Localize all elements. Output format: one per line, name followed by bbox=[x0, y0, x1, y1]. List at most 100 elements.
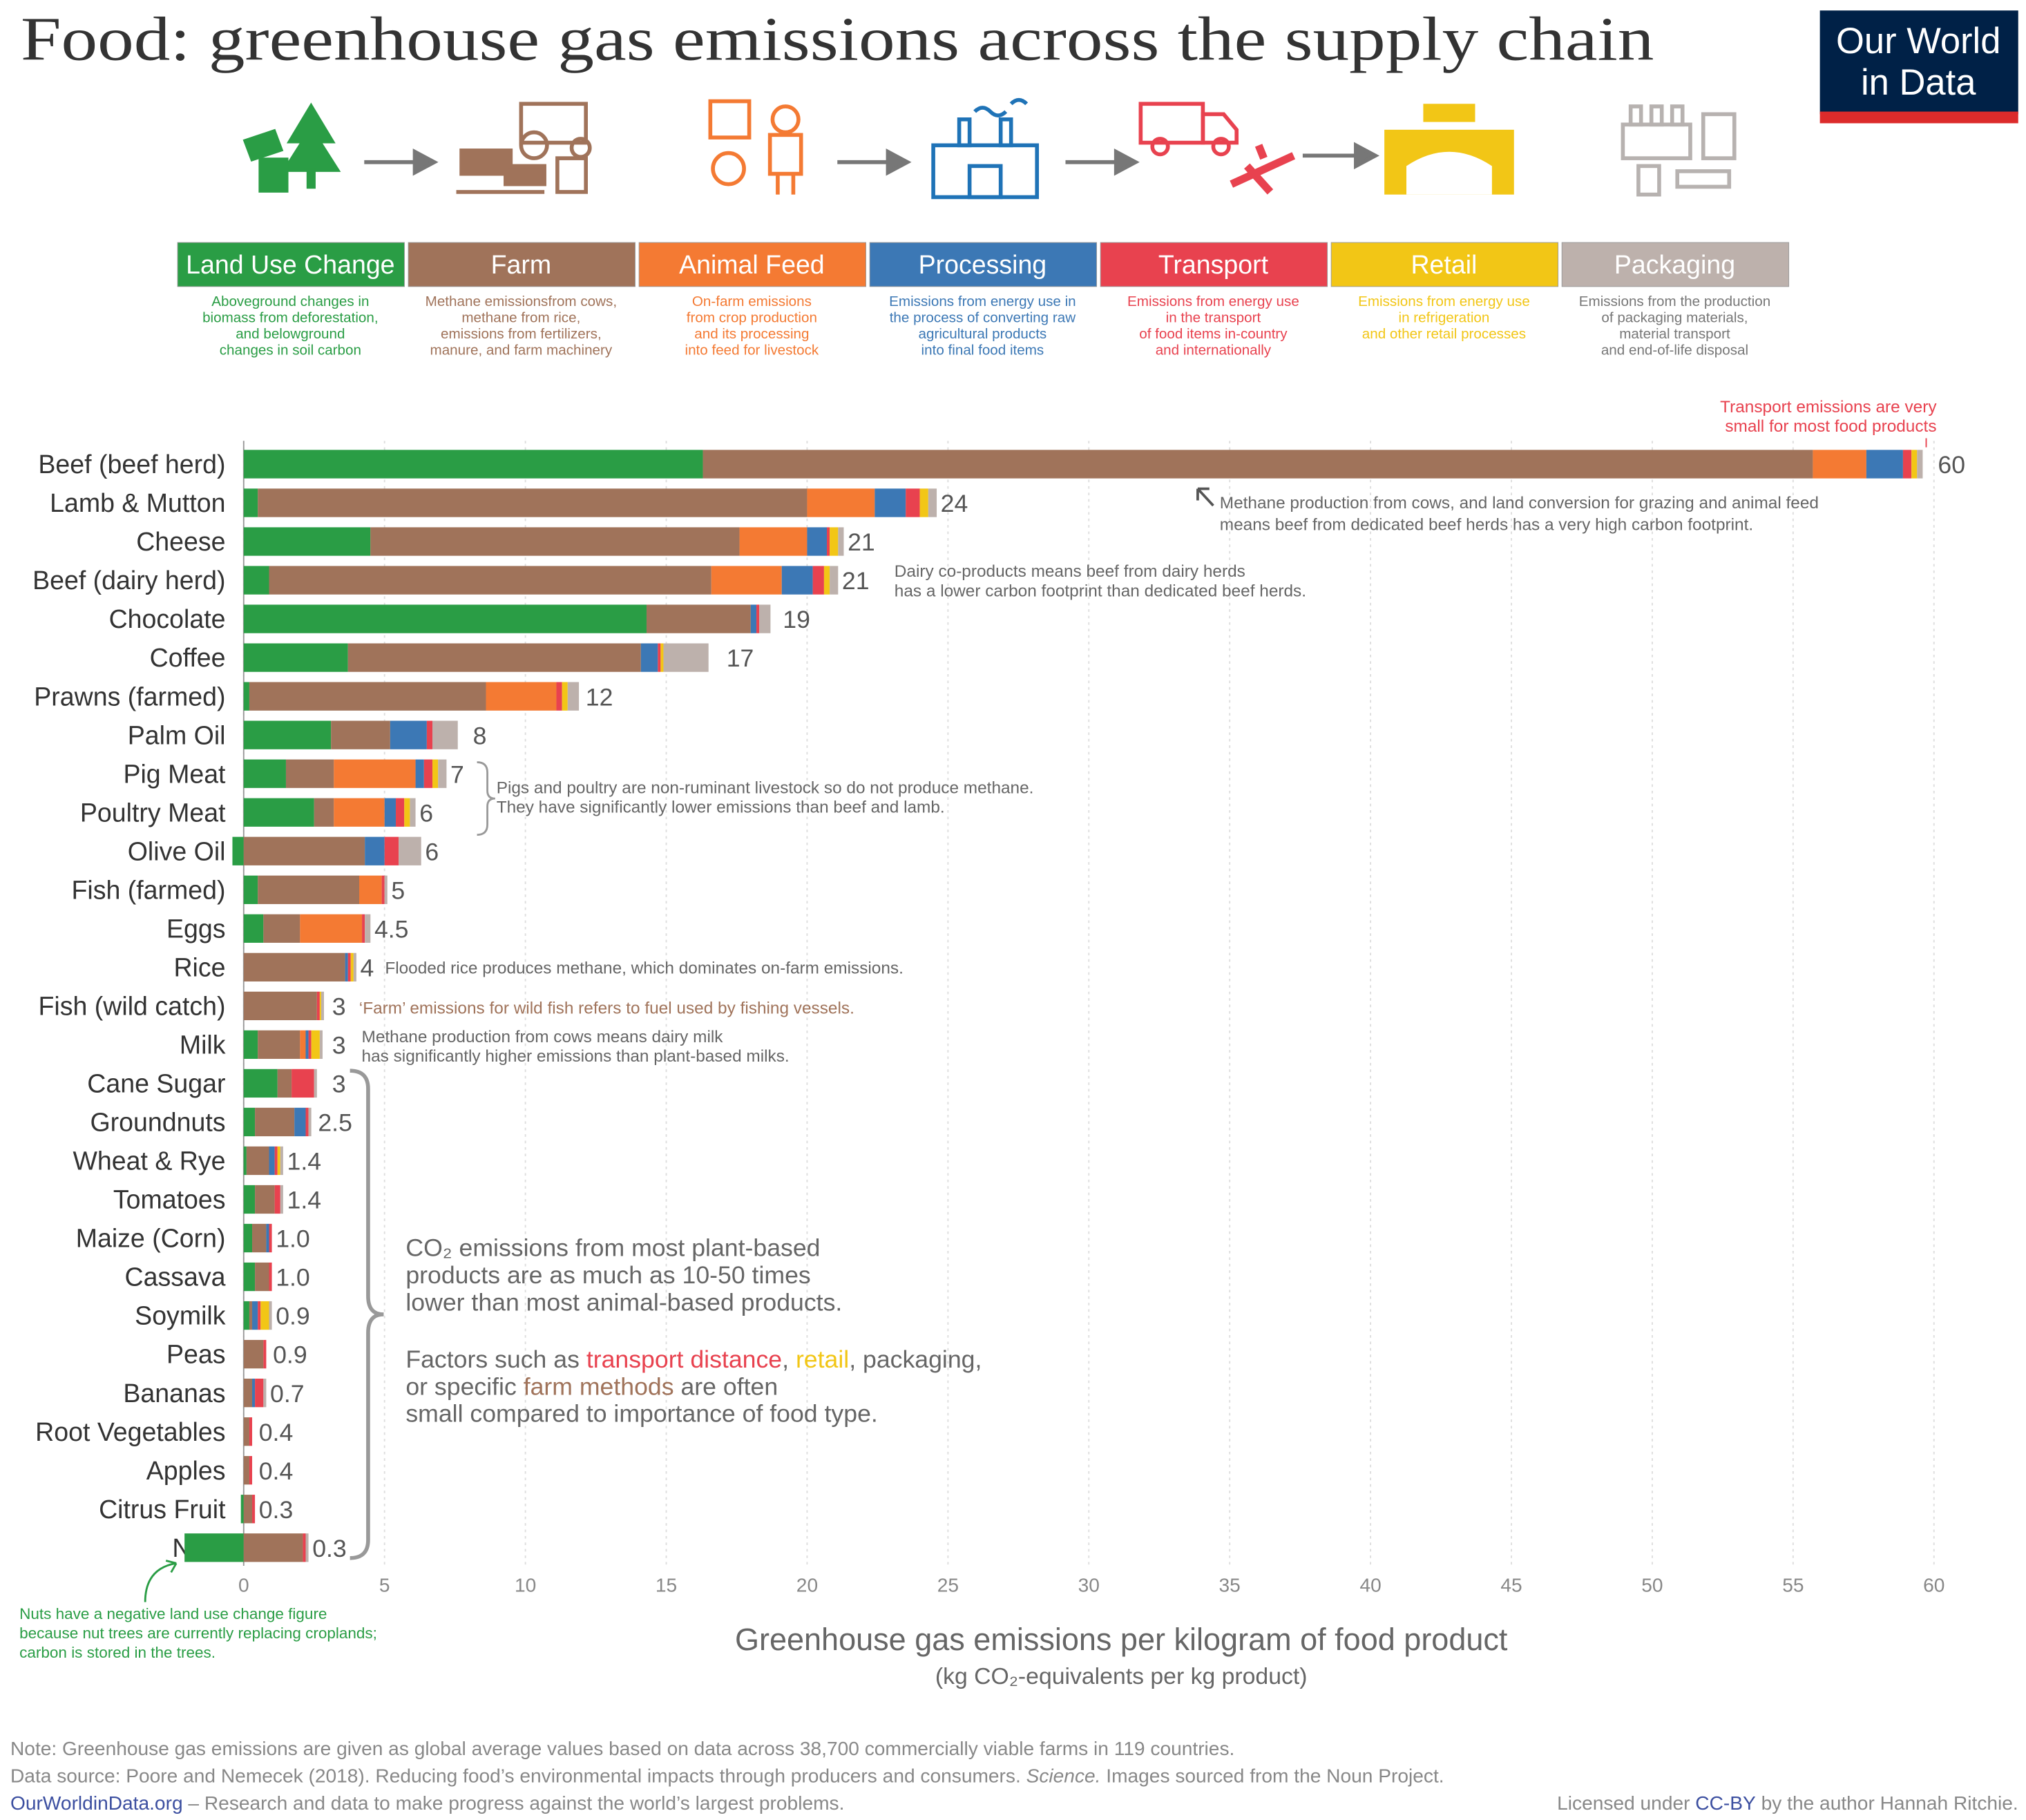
stage-box bbox=[1330, 242, 1559, 287]
stage-description: and other retail processes bbox=[1362, 326, 1526, 342]
bar-segment bbox=[826, 527, 830, 556]
annotation: ‘Farm’ emissions for wild fish refers to… bbox=[359, 999, 854, 1018]
bar-segment bbox=[830, 527, 839, 556]
bar-segment bbox=[243, 1030, 258, 1060]
y-tick-label: Eggs bbox=[166, 914, 226, 943]
bar-segment bbox=[285, 759, 334, 788]
bar-segment bbox=[243, 1107, 256, 1137]
bar-segment bbox=[243, 1378, 253, 1408]
bar-segment bbox=[243, 1223, 253, 1253]
stage-description: biomass from deforestation, bbox=[202, 309, 378, 325]
bar-segment bbox=[184, 1533, 244, 1562]
stage-description: Emissions from energy use in bbox=[889, 294, 1076, 309]
logo: Our World in Data bbox=[1819, 10, 2018, 124]
bar-segment bbox=[243, 759, 286, 788]
x-axis-subtitle: (kg CO₂-equivalents per kg product) bbox=[935, 1663, 1308, 1689]
bar-segment bbox=[1902, 450, 1912, 479]
value-label: 19 bbox=[783, 606, 810, 633]
bar-segment bbox=[759, 604, 771, 633]
bar-segment bbox=[390, 720, 427, 749]
annotation: has a lower carbon footprint than dedica… bbox=[895, 582, 1306, 600]
bar-segment bbox=[1917, 450, 1923, 479]
y-tick-label: Lamb & Mutton bbox=[50, 488, 225, 517]
x-tick-label: 5 bbox=[379, 1575, 390, 1596]
stage-description: and belowground bbox=[236, 326, 345, 342]
bar-segment bbox=[240, 1495, 244, 1524]
bar-segment bbox=[243, 1456, 249, 1485]
bar-segment bbox=[919, 488, 928, 517]
stage-box bbox=[177, 242, 405, 287]
stage-description: changes in soil carbon bbox=[220, 342, 361, 358]
annotation: They have significantly lower emissions … bbox=[497, 798, 945, 817]
brace bbox=[477, 761, 495, 836]
bar-segment bbox=[258, 1301, 261, 1330]
bar-segment bbox=[269, 1301, 272, 1330]
annotation: small compared to importance of food typ… bbox=[405, 1400, 877, 1428]
legend-label: Retail bbox=[1411, 250, 1477, 279]
y-tick-label: Cheese bbox=[136, 527, 225, 556]
bar-segment bbox=[807, 527, 827, 556]
bar-segment bbox=[739, 527, 807, 556]
footer: Note: Greenhouse gas emissions are given… bbox=[10, 1738, 2018, 1814]
bar-segment bbox=[243, 1262, 256, 1292]
annotation: Methane production from cows, and land c… bbox=[1220, 494, 1819, 513]
bar-segment bbox=[658, 643, 661, 672]
x-tick-label: 40 bbox=[1359, 1575, 1381, 1596]
stage-box bbox=[869, 242, 1098, 287]
x-tick-label: 20 bbox=[796, 1575, 818, 1596]
bar-segment bbox=[260, 1301, 269, 1330]
y-tick-label: Palm Oil bbox=[128, 720, 226, 749]
value-label: 1.0 bbox=[276, 1225, 310, 1253]
annotation: Transport emissions are very bbox=[1720, 398, 1937, 416]
bar-segment bbox=[243, 1185, 256, 1214]
bar-segment bbox=[269, 1262, 272, 1292]
value-label: 0.9 bbox=[273, 1341, 307, 1369]
bar-segment bbox=[243, 1339, 264, 1369]
bar-segment bbox=[252, 1301, 258, 1330]
stage-description: from crop production bbox=[687, 309, 817, 325]
bar-segment bbox=[246, 1146, 269, 1176]
footer-site: OurWorldinData.org – Research and data t… bbox=[10, 1792, 844, 1814]
value-label: 3 bbox=[332, 993, 346, 1020]
y-tick-label: Maize (Corn) bbox=[76, 1224, 226, 1253]
bar-segment bbox=[334, 759, 416, 788]
stage-description: manure, and farm machinery bbox=[430, 342, 613, 358]
bar-segment bbox=[305, 1533, 309, 1562]
bar-segment bbox=[928, 488, 937, 517]
stage-box bbox=[1561, 242, 1790, 287]
bar-segment bbox=[906, 488, 920, 517]
annotation: means beef from dedicated beef herds has… bbox=[1220, 516, 1753, 535]
bar-segment bbox=[243, 1301, 249, 1330]
bar-segment bbox=[294, 1107, 306, 1137]
stage-description: of food items in-country bbox=[1139, 326, 1288, 342]
bar-segment bbox=[1813, 450, 1866, 479]
bars: Beef (beef herd) 60 Lamb & Mutton 24 Cheese 2… bbox=[32, 450, 1965, 1562]
bar-segment bbox=[334, 798, 385, 827]
annotation: Flooded rice produces methane, which dom… bbox=[385, 959, 904, 977]
bar-segment bbox=[249, 682, 486, 711]
stage-description: Emissions from the production bbox=[1579, 294, 1770, 309]
flow-arrows bbox=[364, 142, 1379, 176]
value-label: 2.5 bbox=[318, 1109, 352, 1137]
y-tick-label: Wheat & Rye bbox=[73, 1147, 225, 1176]
annotation: Dairy co-products means beef from dairy … bbox=[895, 562, 1245, 581]
y-tick-label: Cane Sugar bbox=[87, 1069, 225, 1098]
bar-segment bbox=[556, 682, 562, 711]
bar-segment bbox=[300, 1030, 306, 1060]
bar-segment bbox=[359, 875, 382, 904]
value-label: 1.0 bbox=[276, 1264, 310, 1292]
value-label: 21 bbox=[842, 567, 870, 595]
legend-label: Land Use Change bbox=[186, 250, 394, 279]
icons bbox=[242, 97, 1737, 200]
bar-segment bbox=[243, 991, 317, 1021]
stage-description: methane from rice, bbox=[461, 309, 580, 325]
legend-label: Processing bbox=[919, 250, 1047, 279]
bar-segment bbox=[243, 914, 264, 943]
bar-segment bbox=[321, 991, 325, 1021]
bar-segment bbox=[399, 836, 421, 865]
bar-segment bbox=[266, 1223, 269, 1253]
value-label: 7 bbox=[450, 760, 464, 788]
bar-segment bbox=[347, 952, 351, 981]
bar-segment bbox=[350, 952, 354, 981]
annotations: Transport emissions are very small for m… bbox=[19, 398, 1937, 1661]
